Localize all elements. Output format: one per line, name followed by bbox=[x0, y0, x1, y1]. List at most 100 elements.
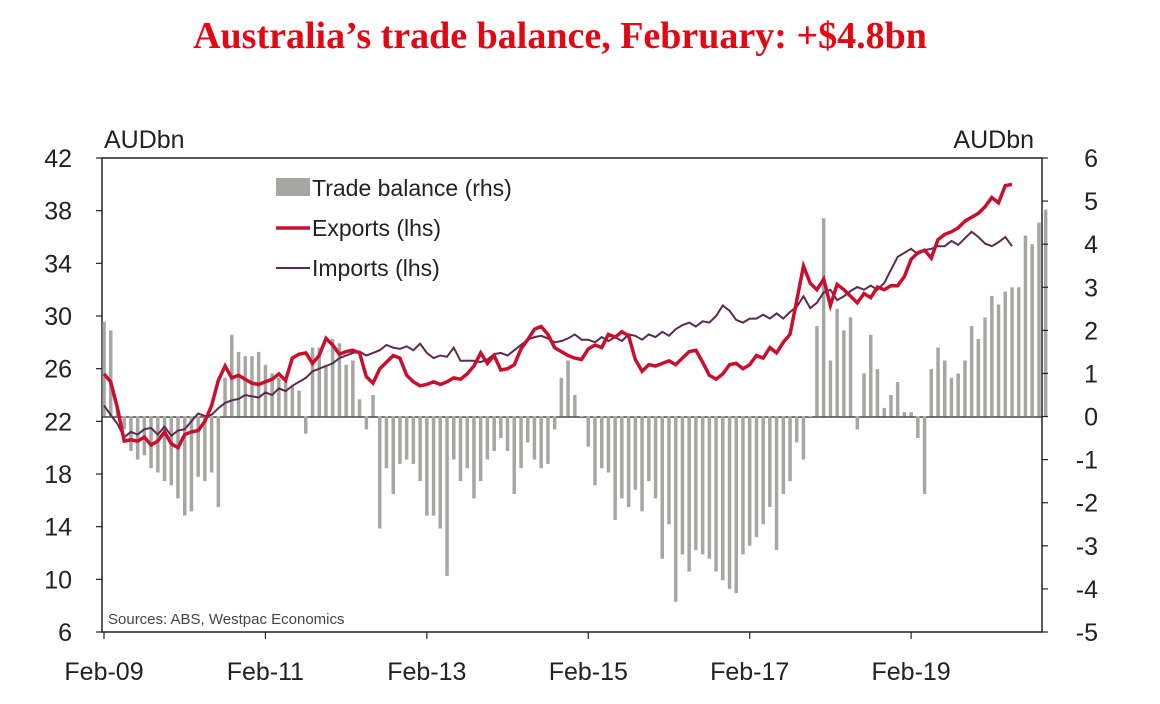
trade-balance-bar bbox=[835, 308, 839, 417]
trade-balance-bar bbox=[647, 416, 651, 482]
trade-balance-bar bbox=[761, 416, 765, 525]
trade-balance-bar bbox=[519, 416, 523, 469]
trade-balance-bar bbox=[250, 356, 254, 417]
trade-balance-bar bbox=[821, 218, 826, 417]
trade-balance-bar bbox=[478, 416, 483, 482]
trade-balance-bar bbox=[431, 416, 436, 516]
trade-balance-bar bbox=[768, 416, 772, 507]
trade-balance-bar bbox=[990, 295, 994, 417]
trade-balance-bar bbox=[573, 395, 577, 417]
trade-balance-bar bbox=[996, 304, 1001, 417]
trade-balance-bar bbox=[593, 416, 597, 486]
trade-balance-bar bbox=[943, 360, 947, 417]
trade-balance-bar bbox=[156, 416, 160, 473]
trade-balance-bar bbox=[620, 416, 624, 499]
trade-balance-bar bbox=[1010, 287, 1014, 417]
trade-balance-bar bbox=[808, 416, 812, 417]
trade-balance-bar bbox=[949, 377, 954, 417]
trade-balance-bar bbox=[828, 360, 833, 417]
trade-balance-bar bbox=[109, 330, 113, 417]
trade-balance-bar bbox=[674, 416, 678, 602]
trade-balance-bar bbox=[532, 416, 537, 460]
trade-balance-bar bbox=[485, 416, 490, 460]
trade-balance-bar bbox=[1037, 222, 1041, 417]
trade-balance-bar bbox=[290, 386, 295, 417]
left-axis-unit: AUDbn bbox=[104, 126, 185, 154]
trade-balance-bar bbox=[411, 416, 416, 464]
legend-label-trade-balance: Trade balance (rhs) bbox=[312, 175, 512, 201]
x-tick-label: Feb-09 bbox=[64, 658, 143, 686]
trade-balance-bar bbox=[499, 416, 503, 438]
left-axis-ticks: 42 38 34 30 26 22 18 14 10 6 bbox=[44, 145, 102, 647]
trade-balance-bar bbox=[263, 364, 268, 417]
legend-swatch-trade-balance bbox=[276, 178, 310, 196]
trade-balance-bar bbox=[317, 347, 321, 417]
trade-balance-bar bbox=[135, 416, 140, 460]
left-tick-label: 6 bbox=[58, 619, 72, 647]
exports-series-line bbox=[102, 182, 1013, 451]
trade-balance-bar bbox=[660, 416, 664, 559]
trade-balance-bar bbox=[378, 416, 382, 529]
trade-balance-bar bbox=[418, 416, 422, 482]
trade-balance-bar bbox=[122, 416, 126, 430]
x-tick-label: Feb-15 bbox=[549, 658, 628, 686]
trade-balance-bar bbox=[1023, 235, 1028, 417]
legend-label-imports: Imports (lhs) bbox=[312, 255, 440, 281]
trade-balance-bar bbox=[196, 416, 200, 477]
trade-balance-bar bbox=[774, 416, 779, 551]
trade-balance-bar bbox=[189, 416, 194, 512]
trade-balance-bar bbox=[626, 416, 631, 507]
trade-balance-bar bbox=[848, 317, 853, 417]
trade-balance-bar bbox=[505, 416, 510, 451]
trade-balance-bar bbox=[310, 347, 315, 417]
trade-balance-bar bbox=[586, 416, 590, 447]
trade-balance-bar bbox=[875, 369, 880, 417]
trade-balance-bar bbox=[452, 416, 456, 460]
trade-balance-bar bbox=[640, 416, 644, 512]
imports-series-line bbox=[103, 230, 1013, 439]
right-tick-label: 2 bbox=[1084, 317, 1098, 345]
trade-balance-bar bbox=[929, 369, 933, 417]
trade-balance-bar bbox=[169, 416, 173, 486]
trade-balance-bar bbox=[445, 416, 449, 576]
trade-balance-bar bbox=[546, 416, 550, 464]
trade-balance-bar bbox=[855, 416, 860, 430]
trade-balance-bar bbox=[579, 416, 584, 417]
trade-balance-bar bbox=[344, 364, 348, 417]
x-tick-label: Feb-11 bbox=[227, 658, 304, 686]
trade-balance-bar bbox=[203, 416, 207, 482]
trade-balance-bar bbox=[754, 416, 759, 538]
trade-balance-bar bbox=[727, 416, 732, 589]
trade-balance-bar bbox=[1030, 244, 1034, 417]
trade-balance-bar bbox=[976, 339, 981, 417]
trade-balance-bar bbox=[357, 399, 362, 417]
x-tick-label: Feb-13 bbox=[387, 658, 466, 686]
x-tick-label: Feb-19 bbox=[871, 658, 950, 686]
trade-balance-bar bbox=[102, 321, 106, 417]
trade-balance-bars bbox=[102, 209, 1048, 602]
trade-balance-bar bbox=[337, 343, 342, 417]
trade-balance-bar bbox=[600, 416, 604, 469]
trade-balance-bar bbox=[801, 416, 806, 460]
trade-balance-bar bbox=[492, 416, 496, 451]
trade-balance-bar bbox=[781, 416, 786, 495]
trade-balance-bar bbox=[734, 416, 738, 594]
trade-balance-bar bbox=[922, 416, 927, 495]
left-tick-label: 22 bbox=[44, 408, 72, 436]
trade-balance-bar bbox=[667, 416, 671, 525]
trade-balance-bar bbox=[512, 416, 516, 495]
trade-balance-bar bbox=[969, 326, 974, 417]
trade-balance-bar bbox=[1003, 291, 1007, 417]
source-note: Sources: ABS, Westpac Economics bbox=[108, 611, 345, 628]
trade-balance-bar bbox=[243, 356, 247, 417]
trade-balance-bar bbox=[364, 416, 369, 430]
right-tick-label: -5 bbox=[1076, 619, 1098, 647]
trade-balance-bar bbox=[613, 416, 617, 520]
trade-balance-bar bbox=[707, 416, 712, 559]
trade-balance-bar bbox=[283, 382, 288, 417]
trade-balance-bar bbox=[606, 416, 611, 473]
right-tick-label: 1 bbox=[1084, 361, 1098, 389]
right-tick-label: 6 bbox=[1084, 145, 1098, 173]
right-tick-label: 0 bbox=[1084, 404, 1098, 432]
trade-balance-bar bbox=[304, 416, 308, 434]
